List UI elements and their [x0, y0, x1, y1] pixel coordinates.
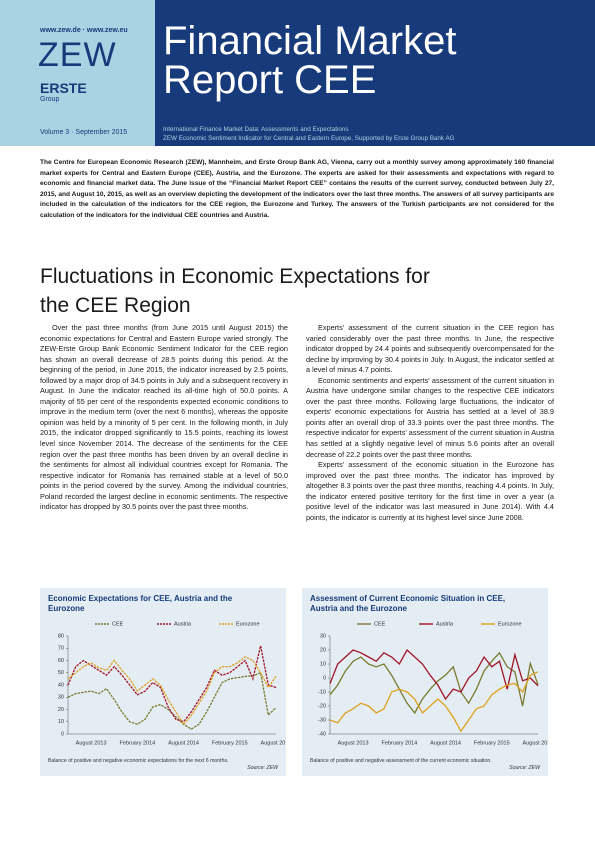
- volume: Volume 3 · September 2015: [40, 129, 128, 136]
- y-tick-label: 10: [320, 661, 326, 667]
- web-address: www.zew.de · www.zew.eu: [40, 27, 128, 34]
- y-tick-label: -10: [318, 689, 326, 695]
- paragraph: Experts' assessment of the current situa…: [306, 323, 554, 375]
- intro: The Centre for European Economic Researc…: [40, 159, 554, 219]
- subtitle: International Finance Market Data: Asses…: [163, 125, 455, 143]
- y-tick-label: 40: [58, 682, 64, 688]
- chart-source: Source: ZEW: [247, 765, 278, 771]
- chart-title: Assessment of Current Economic Situation…: [310, 594, 506, 613]
- legend-label: Austria: [174, 621, 192, 627]
- strip-left: [0, 122, 155, 146]
- chart: -40 -30 -20 -10 0 10 20 30 August 2013 February 2…: [318, 621, 548, 746]
- y-tick-label: 30: [58, 695, 64, 701]
- x-tick-label: August 2015: [523, 740, 548, 746]
- y-tick-label: -20: [318, 703, 326, 709]
- y-tick-label: 60: [58, 658, 64, 664]
- y-tick-label: 50: [58, 670, 64, 676]
- y-tick-label: 70: [58, 646, 64, 652]
- column: Over the past three months (from June 20…: [40, 323, 288, 513]
- chart-note: Balance of positive and negative economi…: [48, 758, 229, 764]
- legend-label: CEE: [374, 621, 386, 627]
- series-line: [67, 656, 277, 726]
- chart-panel: Assessment of Current Economic Situation…: [302, 588, 548, 776]
- series-line: [329, 671, 539, 733]
- chart-note: Balance of positive and negative assessm…: [310, 758, 492, 764]
- logo-erste: ERSTE: [40, 80, 87, 96]
- x-tick-label: August 2015: [261, 740, 286, 746]
- y-tick-label: 20: [320, 647, 326, 653]
- x-tick-label: February 2014: [119, 740, 155, 746]
- chart-title: Economic Expectations for CEE, Austria a…: [48, 594, 233, 613]
- strip-right: [155, 122, 595, 146]
- legend-label: Austria: [436, 621, 454, 627]
- legend-label: Eurozone: [236, 621, 260, 627]
- y-tick-label: -30: [318, 717, 326, 723]
- chart: 0 10 20 30 40 50 60 70 80 August 2013 February 201…: [58, 621, 286, 746]
- column: Experts' assessment of the current situa…: [306, 323, 554, 523]
- chart-panel: Economic Expectations for CEE, Austria a…: [40, 588, 286, 776]
- header-left: [0, 0, 155, 122]
- subtitle-line: ZEW Economic Sentiment Indicator for Cen…: [163, 135, 455, 142]
- y-tick-label: 10: [58, 719, 64, 725]
- y-tick-label: -40: [318, 731, 326, 737]
- x-tick-label: August 2013: [76, 740, 107, 746]
- y-tick-label: 20: [58, 707, 64, 713]
- x-tick-label: August 2013: [338, 740, 369, 746]
- series-line: [67, 671, 277, 730]
- x-tick-label: February 2015: [212, 740, 248, 746]
- logo: ZEW: [38, 36, 117, 74]
- chart-source: Source: ZEW: [509, 765, 540, 771]
- header-right: [155, 0, 595, 122]
- paragraph: Experts' assessment of the economic situ…: [306, 460, 554, 522]
- heading: Fluctuations in Economic Expectations fo…: [40, 265, 430, 317]
- x-tick-label: February 2014: [381, 740, 417, 746]
- y-tick-label: 0: [61, 731, 64, 737]
- paragraph: Economic sentiments and experts' assessm…: [306, 375, 554, 459]
- y-tick-label: 30: [320, 633, 326, 639]
- legend-label: Eurozone: [498, 621, 522, 627]
- x-tick-label: August 2014: [430, 740, 461, 746]
- x-tick-label: February 2015: [474, 740, 510, 746]
- y-tick-label: 80: [58, 633, 64, 639]
- x-tick-label: August 2014: [168, 740, 199, 746]
- title: Financial Market Report CEE: [163, 19, 457, 102]
- y-tick-label: 0: [323, 675, 326, 681]
- series-line: [329, 651, 539, 715]
- logo-group: Group: [40, 96, 60, 103]
- series-line: [67, 645, 277, 723]
- subtitle-line: International Finance Market Data: Asses…: [163, 126, 349, 133]
- paragraph: Over the past three months (from June 20…: [40, 323, 288, 512]
- legend-label: CEE: [112, 621, 124, 627]
- series-line: [329, 648, 539, 701]
